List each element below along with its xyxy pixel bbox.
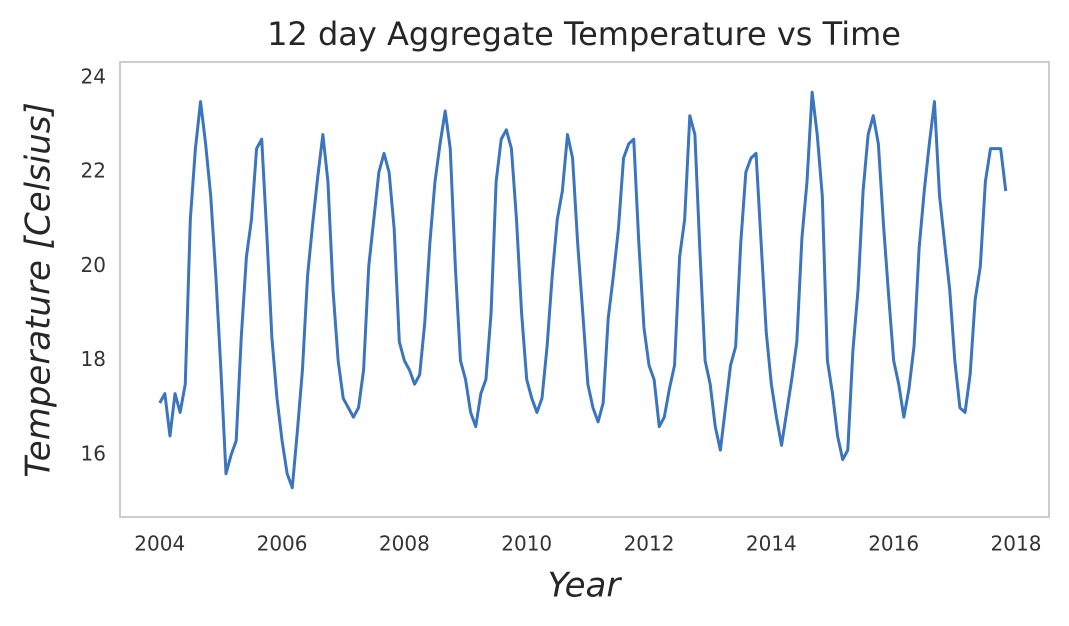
x-tick-label: 2016 [868, 532, 919, 556]
x-tick-label: 2012 [624, 532, 675, 556]
data-line [158, 90, 1008, 490]
x-axis-label: Year [548, 566, 623, 606]
y-tick-label: 20 [81, 253, 106, 277]
y-tick-label: 22 [81, 159, 106, 183]
chart-title: 12 day Aggregate Temperature vs Time [267, 15, 901, 53]
plot-frame [119, 61, 1050, 518]
y-tick-label: 16 [81, 441, 106, 465]
x-tick-label: 2018 [991, 532, 1042, 556]
x-tick-label: 2014 [746, 532, 797, 556]
x-tick-label: 2008 [379, 532, 430, 556]
y-tick-label: 18 [81, 347, 106, 371]
x-tick-label: 2006 [257, 532, 308, 556]
y-tick-label: 24 [81, 65, 106, 89]
y-axis-label: Temperature [Celsius] [19, 102, 59, 478]
x-tick-label: 2010 [501, 532, 552, 556]
x-tick-label: 2004 [134, 532, 185, 556]
